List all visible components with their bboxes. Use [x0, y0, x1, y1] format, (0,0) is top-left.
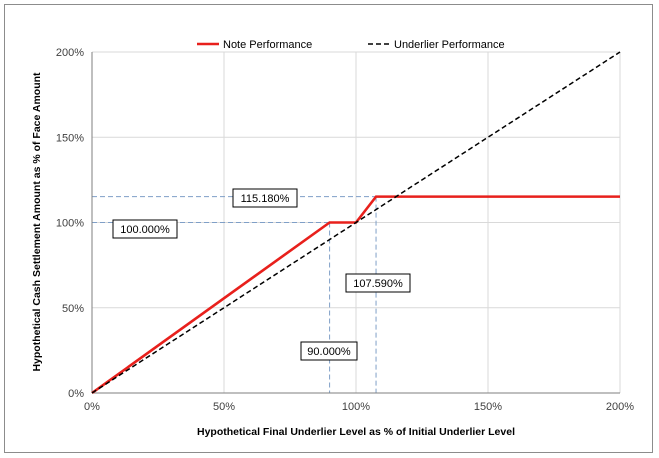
- guide-lines: [92, 196, 377, 393]
- axes: [91, 52, 620, 394]
- legend: Note Performance Underlier Performance: [197, 39, 505, 51]
- x-tick-label: 100%: [342, 401, 370, 413]
- x-tick-label: 50%: [213, 401, 235, 413]
- tick-labels: 0% 50% 100% 150% 200% 0% 50% 100% 150% 200%: [56, 47, 634, 413]
- underlier-performance-line: [91, 51, 621, 394]
- x-tick-label: 150%: [474, 401, 502, 413]
- y-tick-label: 100%: [56, 218, 84, 230]
- y-tick-label: 0%: [68, 388, 84, 400]
- y-axis-title: Hypothetical Cash Settlement Amount as %…: [31, 72, 43, 372]
- x-axis-title: Hypothetical Final Underlier Level as % …: [197, 426, 515, 438]
- annotation-box: [300, 341, 358, 361]
- annotation-label: 107.590%: [353, 278, 403, 290]
- annotation-box: [345, 273, 411, 293]
- annotations: 115.180% 100.000% 107.590% 90.000%: [112, 188, 411, 361]
- annotation-box: [232, 188, 298, 208]
- y-tick-label: 150%: [56, 132, 84, 144]
- y-tick-label: 200%: [56, 47, 84, 59]
- legend-label: Underlier Performance: [394, 39, 505, 51]
- annotation-label: 115.180%: [241, 193, 290, 205]
- series-group: [91, 51, 621, 395]
- legend-label: Note Performance: [223, 39, 312, 51]
- annotation-label: 100.000%: [120, 224, 170, 236]
- x-tick-label: 0%: [84, 401, 100, 413]
- y-tick-label: 50%: [62, 303, 84, 315]
- x-tick-label: 200%: [606, 401, 634, 413]
- annotation-label: 90.000%: [307, 346, 351, 358]
- annotation-box: [112, 219, 178, 239]
